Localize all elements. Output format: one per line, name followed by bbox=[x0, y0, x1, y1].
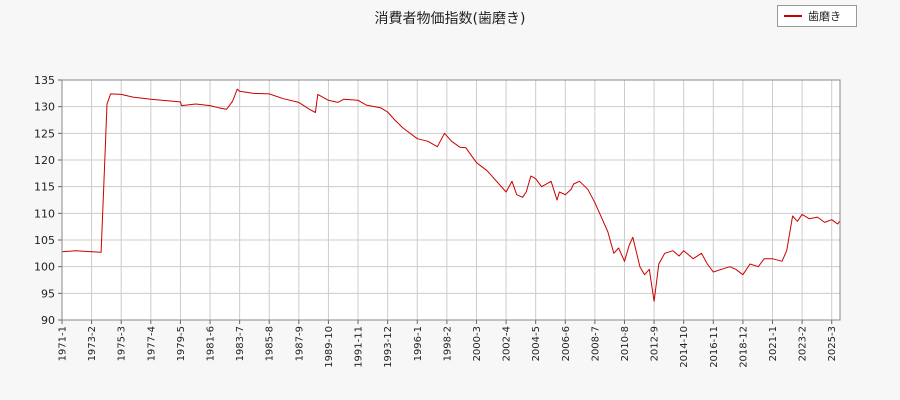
y-tick-label: 125 bbox=[34, 127, 55, 140]
plot-frame bbox=[61, 79, 841, 321]
x-tick-label: 1998-2 bbox=[442, 326, 453, 361]
y-tick-label: 135 bbox=[34, 74, 55, 87]
series-group bbox=[61, 88, 841, 302]
x-tick-label: 1993-12 bbox=[383, 326, 394, 368]
y-tick-label: 130 bbox=[34, 101, 55, 114]
x-tick-label: 1991-11 bbox=[354, 326, 365, 368]
x-tick-label: 1987-9 bbox=[294, 326, 305, 361]
y-tick-label: 120 bbox=[34, 154, 55, 167]
x-tick-label: 1975-3 bbox=[117, 326, 128, 361]
x-tick-label: 1977-4 bbox=[146, 326, 157, 361]
series-line bbox=[61, 88, 841, 302]
x-tick-label: 1996-1 bbox=[413, 326, 424, 361]
x-tick-label: 2006-6 bbox=[561, 326, 572, 361]
x-tick-label: 2010-8 bbox=[620, 326, 631, 361]
legend: 歯磨き bbox=[777, 5, 857, 27]
y-tick-label: 95 bbox=[41, 287, 55, 300]
y-tick-label: 115 bbox=[34, 181, 55, 194]
x-tick-label: 1983-7 bbox=[235, 326, 246, 361]
x-tick-label: 2012-9 bbox=[650, 326, 661, 361]
x-tick-label: 2025-3 bbox=[827, 326, 838, 361]
x-tick-label: 2008-7 bbox=[590, 326, 601, 361]
x-tick-label: 2016-11 bbox=[709, 326, 720, 368]
y-tick-label: 110 bbox=[34, 207, 55, 220]
x-tick-label: 1989-10 bbox=[324, 326, 335, 368]
x-tick-label: 2018-12 bbox=[738, 326, 749, 368]
y-tick-label: 90 bbox=[41, 314, 55, 327]
x-tick-label: 2002-4 bbox=[502, 326, 513, 361]
x-tick-label: 2004-5 bbox=[531, 326, 542, 361]
y-tick-label: 100 bbox=[34, 261, 55, 274]
x-tick-label: 2021-1 bbox=[768, 326, 779, 361]
x-tick-label: 2014-10 bbox=[679, 326, 690, 368]
grid-lines bbox=[61, 79, 840, 321]
x-tick-label: 1979-5 bbox=[176, 326, 187, 361]
chart-title: 消費者物価指数(歯磨き) bbox=[374, 11, 526, 27]
legend-label: 歯磨き bbox=[808, 10, 841, 23]
legend-line-swatch bbox=[784, 15, 802, 17]
x-tick-label: 1985-8 bbox=[265, 326, 276, 361]
x-tick-label: 2023-2 bbox=[798, 326, 809, 361]
y-tick-label: 105 bbox=[34, 234, 55, 247]
x-tick-label: 1973-2 bbox=[87, 326, 98, 361]
plot-area bbox=[62, 80, 840, 320]
x-axis: 1971-1 1973-2 1975-3 1977-4 1979-5 1981-6 1983… bbox=[58, 320, 838, 368]
x-tick-label: 2000-3 bbox=[472, 326, 483, 361]
y-axis: 90 95 100 105 110 115 120 125 130 135 bbox=[34, 74, 62, 327]
x-tick-label: 1981-6 bbox=[206, 326, 217, 361]
x-tick-label: 1971-1 bbox=[58, 326, 69, 361]
